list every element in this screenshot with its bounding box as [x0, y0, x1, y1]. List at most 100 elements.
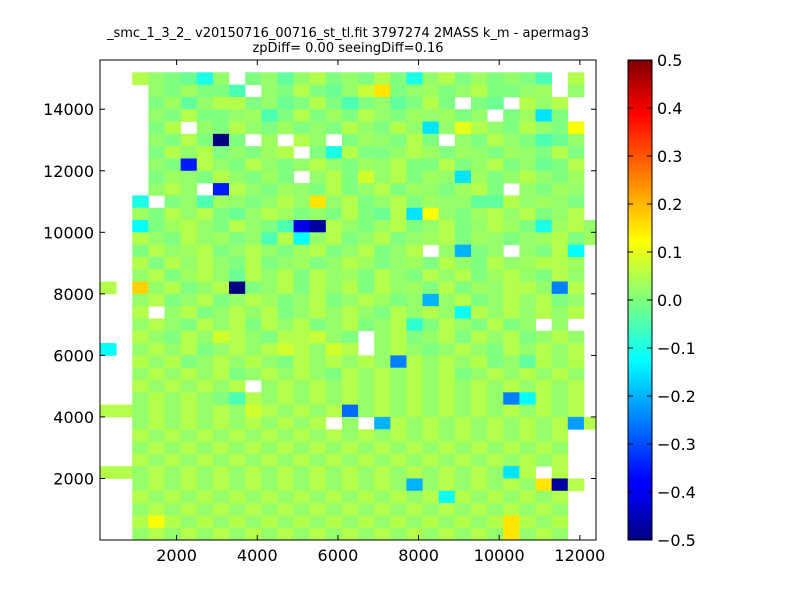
- heatmap-cell: [519, 404, 536, 418]
- heatmap-cell: [487, 96, 504, 110]
- heatmap-cell: [132, 293, 149, 307]
- heatmap-cell: [551, 293, 569, 307]
- heatmap-cell: [245, 121, 262, 135]
- heatmap-cell: [422, 478, 440, 492]
- heatmap-cell: [196, 453, 214, 467]
- heatmap-cell: [583, 232, 597, 246]
- heatmap-cell: [325, 158, 343, 172]
- heatmap-cell: [229, 503, 246, 516]
- heatmap-cell: [503, 466, 520, 479]
- heatmap-cell: [212, 232, 230, 246]
- heatmap-cell: [245, 453, 262, 467]
- heatmap-cell: [245, 429, 262, 442]
- heatmap-cell: [293, 515, 311, 529]
- heatmap-cell: [567, 232, 585, 246]
- heatmap-cell: [535, 429, 553, 442]
- heatmap-cell: [438, 318, 456, 332]
- x-tick-label: 2000: [156, 546, 197, 565]
- heatmap-cell: [503, 170, 520, 184]
- heatmap-cell: [341, 109, 359, 122]
- heatmap-cell: [390, 490, 407, 504]
- heatmap-cell: [470, 404, 488, 418]
- heatmap-cell: [341, 343, 359, 356]
- heatmap-cell: [341, 269, 359, 282]
- heatmap-cell: [293, 207, 311, 221]
- heatmap-cell: [196, 306, 214, 319]
- heatmap-cell: [358, 355, 375, 369]
- heatmap-cell: [325, 269, 343, 282]
- colorbar-tick-label: 0.2: [657, 195, 682, 214]
- heatmap-cell: [454, 256, 472, 270]
- heatmap-cell: [551, 281, 569, 295]
- heatmap-cell: [148, 466, 165, 479]
- heatmap-cell: [503, 515, 520, 529]
- heatmap-cell: [212, 380, 230, 393]
- heatmap-cell: [148, 207, 165, 221]
- heatmap-cell: [309, 244, 327, 258]
- heatmap-cell: [293, 269, 311, 282]
- y-tick-label: 4000: [53, 408, 94, 427]
- heatmap-cell: [422, 380, 440, 393]
- heatmap-cell: [535, 232, 553, 246]
- heatmap-cell: [454, 429, 472, 442]
- heatmap-cell: [245, 330, 262, 344]
- heatmap-cell: [535, 392, 553, 406]
- heatmap-cell: [196, 158, 214, 172]
- heatmap-cell: [341, 146, 359, 159]
- heatmap-cell: [358, 96, 375, 110]
- heatmap-cell: [535, 527, 553, 541]
- heatmap-cell: [164, 404, 182, 418]
- heatmap-cell: [390, 367, 407, 381]
- heatmap-cell: [132, 515, 149, 529]
- heatmap-cell: [196, 72, 214, 86]
- heatmap-cell: [196, 232, 214, 246]
- heatmap-cell: [229, 318, 246, 332]
- heatmap-cell: [422, 416, 440, 430]
- heatmap-cell: [358, 84, 375, 98]
- heatmap-cell: [293, 343, 311, 356]
- heatmap-cell: [148, 380, 165, 393]
- heatmap-cell: [551, 195, 569, 209]
- heatmap-cell: [261, 441, 278, 455]
- heatmap-cell: [551, 490, 569, 504]
- heatmap-cell: [293, 453, 311, 467]
- heatmap-cell: [341, 244, 359, 258]
- heatmap-cell: [438, 183, 456, 196]
- heatmap-cell: [293, 195, 311, 209]
- heatmap-cell: [293, 232, 311, 246]
- heatmap-cell: [325, 293, 343, 307]
- heatmap-cell: [229, 392, 246, 406]
- heatmap-cell: [535, 133, 553, 147]
- heatmap-cell: [180, 133, 198, 147]
- heatmap-cell: [261, 404, 278, 418]
- heatmap-cell: [229, 453, 246, 467]
- heatmap-cell: [454, 72, 472, 86]
- heatmap-cell: [148, 515, 165, 529]
- heatmap-cell: [132, 281, 149, 295]
- heatmap-cell: [293, 256, 311, 270]
- heatmap-cell: [454, 355, 472, 369]
- heatmap-cell: [422, 453, 440, 467]
- heatmap-cell: [454, 158, 472, 172]
- heatmap-cell: [390, 343, 407, 356]
- heatmap-cell: [148, 527, 165, 541]
- heatmap-cell: [325, 84, 343, 98]
- heatmap-cell: [293, 84, 311, 98]
- heatmap-cell: [229, 466, 246, 479]
- heatmap-cell: [374, 109, 391, 122]
- heatmap-cell: [406, 72, 423, 86]
- heatmap-cell: [196, 343, 214, 356]
- heatmap-cell: [309, 306, 327, 319]
- heatmap-cell: [212, 269, 230, 282]
- heatmap-cell: [438, 478, 456, 492]
- heatmap-cell: [180, 244, 198, 258]
- heatmap-cell: [164, 515, 182, 529]
- heatmap-cell: [212, 72, 230, 86]
- heatmap-cell: [390, 220, 407, 233]
- heatmap-cell: [519, 478, 536, 492]
- heatmap-cell: [277, 244, 294, 258]
- heatmap-cell: [229, 355, 246, 369]
- heatmap-cell: [245, 355, 262, 369]
- heatmap-cell: [196, 355, 214, 369]
- heatmap-cell: [374, 281, 391, 295]
